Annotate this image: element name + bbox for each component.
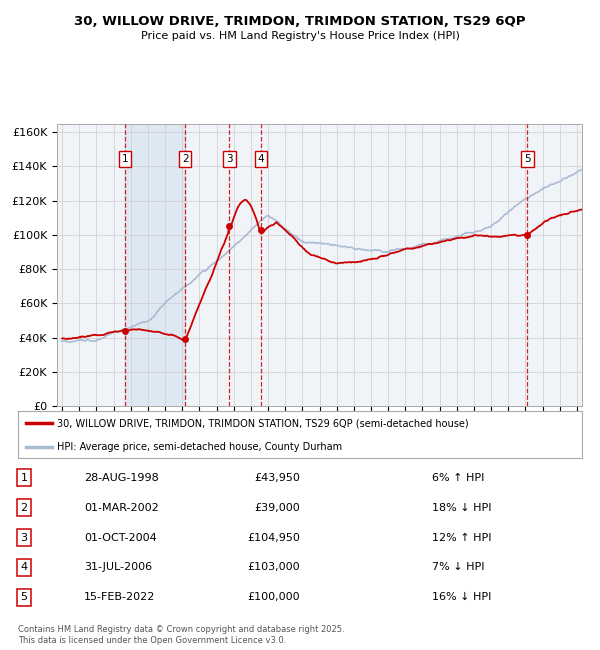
Text: 1: 1 — [20, 473, 28, 483]
Text: 01-OCT-2004: 01-OCT-2004 — [84, 532, 157, 543]
Text: 6% ↑ HPI: 6% ↑ HPI — [432, 473, 484, 483]
Text: 28-AUG-1998: 28-AUG-1998 — [84, 473, 159, 483]
Text: £43,950: £43,950 — [254, 473, 300, 483]
Text: £104,950: £104,950 — [247, 532, 300, 543]
Text: 4: 4 — [20, 562, 28, 573]
Text: 01-MAR-2002: 01-MAR-2002 — [84, 502, 159, 513]
Text: £39,000: £39,000 — [254, 502, 300, 513]
Text: Price paid vs. HM Land Registry's House Price Index (HPI): Price paid vs. HM Land Registry's House … — [140, 31, 460, 40]
Text: 5: 5 — [524, 154, 531, 164]
Text: 12% ↑ HPI: 12% ↑ HPI — [432, 532, 491, 543]
Text: 1: 1 — [121, 154, 128, 164]
Text: 5: 5 — [20, 592, 28, 603]
Text: 31-JUL-2006: 31-JUL-2006 — [84, 562, 152, 573]
Text: 15-FEB-2022: 15-FEB-2022 — [84, 592, 155, 603]
Text: 30, WILLOW DRIVE, TRIMDON, TRIMDON STATION, TS29 6QP (semi-detached house): 30, WILLOW DRIVE, TRIMDON, TRIMDON STATI… — [58, 418, 469, 428]
Text: HPI: Average price, semi-detached house, County Durham: HPI: Average price, semi-detached house,… — [58, 441, 343, 452]
Text: £100,000: £100,000 — [247, 592, 300, 603]
Text: Contains HM Land Registry data © Crown copyright and database right 2025.
This d: Contains HM Land Registry data © Crown c… — [18, 625, 344, 645]
Text: 4: 4 — [257, 154, 264, 164]
Text: 18% ↓ HPI: 18% ↓ HPI — [432, 502, 491, 513]
Text: 16% ↓ HPI: 16% ↓ HPI — [432, 592, 491, 603]
Text: 2: 2 — [20, 502, 28, 513]
Text: 30, WILLOW DRIVE, TRIMDON, TRIMDON STATION, TS29 6QP: 30, WILLOW DRIVE, TRIMDON, TRIMDON STATI… — [74, 15, 526, 28]
Text: 3: 3 — [20, 532, 28, 543]
Text: £103,000: £103,000 — [247, 562, 300, 573]
Text: 7% ↓ HPI: 7% ↓ HPI — [432, 562, 485, 573]
Text: 2: 2 — [182, 154, 188, 164]
Bar — [125, 124, 185, 406]
Text: 3: 3 — [226, 154, 233, 164]
